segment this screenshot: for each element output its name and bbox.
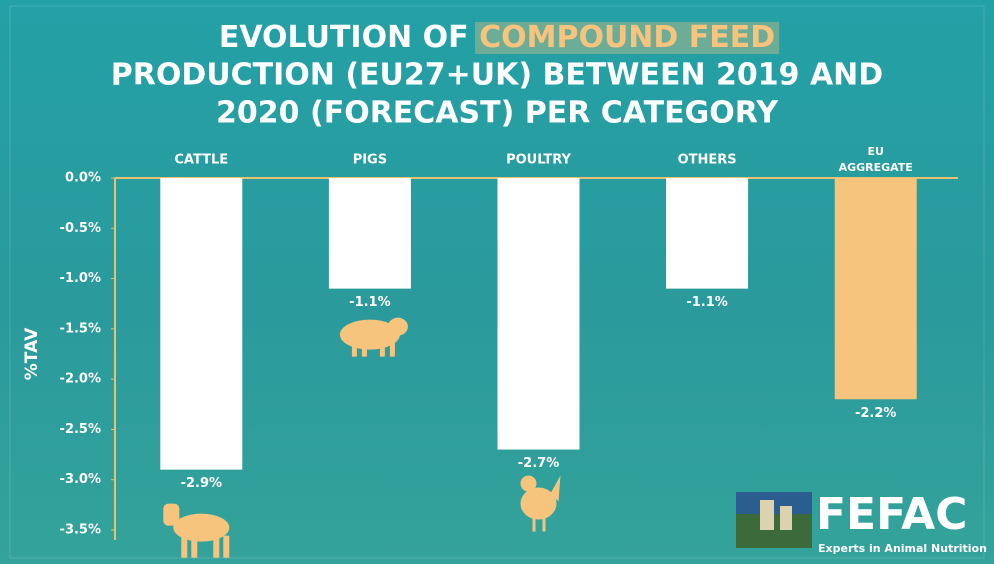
bar bbox=[328, 178, 411, 289]
icon-head bbox=[520, 475, 537, 492]
chart-title: EVOLUTION OF COMPOUND FEED bbox=[219, 20, 775, 55]
y-tick-label: 0.0% bbox=[65, 171, 101, 186]
chart-title: PRODUCTION (EU27+UK) BETWEEN 2019 AND bbox=[111, 58, 883, 93]
icon-body bbox=[339, 319, 400, 350]
title-part: EVOLUTION OF bbox=[219, 20, 469, 55]
icon-leg bbox=[379, 342, 385, 357]
y-tick-label: -3.0% bbox=[60, 472, 101, 487]
icon-head bbox=[387, 317, 408, 336]
icon-leg bbox=[351, 342, 357, 357]
chart-title: 2020 (FORECAST) PER CATEGORY bbox=[216, 96, 779, 131]
icon-head bbox=[163, 503, 180, 526]
icon-tail bbox=[550, 475, 561, 502]
logo-tagline: Experts in Animal Nutrition bbox=[818, 542, 987, 555]
value-label: -2.7% bbox=[518, 456, 559, 471]
bar bbox=[834, 178, 917, 400]
value-label: -1.1% bbox=[686, 295, 727, 310]
x-tick-label: PIGS bbox=[353, 153, 387, 168]
chicken-icon bbox=[520, 475, 561, 532]
icon-leg bbox=[191, 535, 198, 558]
logo-silo bbox=[760, 500, 774, 530]
y-tick-label: -2.0% bbox=[60, 372, 101, 387]
y-tick-label: -3.5% bbox=[60, 523, 101, 538]
x-tick-label: OTHERS bbox=[678, 153, 737, 168]
icon-leg bbox=[532, 517, 536, 532]
logo-silo bbox=[780, 506, 792, 530]
value-label: -1.1% bbox=[349, 295, 390, 310]
frame bbox=[9, 5, 985, 559]
y-tick-label: -1.5% bbox=[60, 321, 101, 336]
x-tick-label: EU AGGREGATE bbox=[839, 145, 913, 174]
title-highlight: COMPOUND FEED bbox=[479, 20, 775, 55]
icon-body bbox=[173, 513, 230, 542]
x-tick-label: POULTRY bbox=[506, 153, 571, 168]
cattle-icon bbox=[163, 503, 230, 558]
bar bbox=[666, 178, 749, 289]
icon-leg bbox=[223, 535, 230, 558]
icon-body bbox=[520, 487, 557, 520]
x-tick-label: CATTLE bbox=[174, 153, 228, 168]
logo-text: FEFAC bbox=[816, 489, 967, 540]
icon-leg bbox=[542, 517, 546, 532]
y-tick-label: -1.0% bbox=[60, 271, 101, 286]
value-label: -2.9% bbox=[181, 476, 222, 491]
y-tick-label: -0.5% bbox=[60, 221, 101, 236]
bar bbox=[160, 178, 243, 470]
pig-icon bbox=[339, 317, 408, 357]
value-label: -2.2% bbox=[855, 406, 896, 421]
y-tick-label: -2.5% bbox=[60, 422, 101, 437]
icon-leg bbox=[389, 342, 395, 357]
logo: FEFAC Experts in Animal Nutrition bbox=[736, 489, 987, 555]
title-highlight-box bbox=[475, 22, 780, 54]
icon-leg bbox=[181, 535, 188, 558]
bar bbox=[497, 178, 580, 450]
icon-leg bbox=[213, 535, 220, 558]
icon-leg bbox=[361, 342, 367, 357]
y-axis-label: %TAV bbox=[22, 327, 42, 380]
